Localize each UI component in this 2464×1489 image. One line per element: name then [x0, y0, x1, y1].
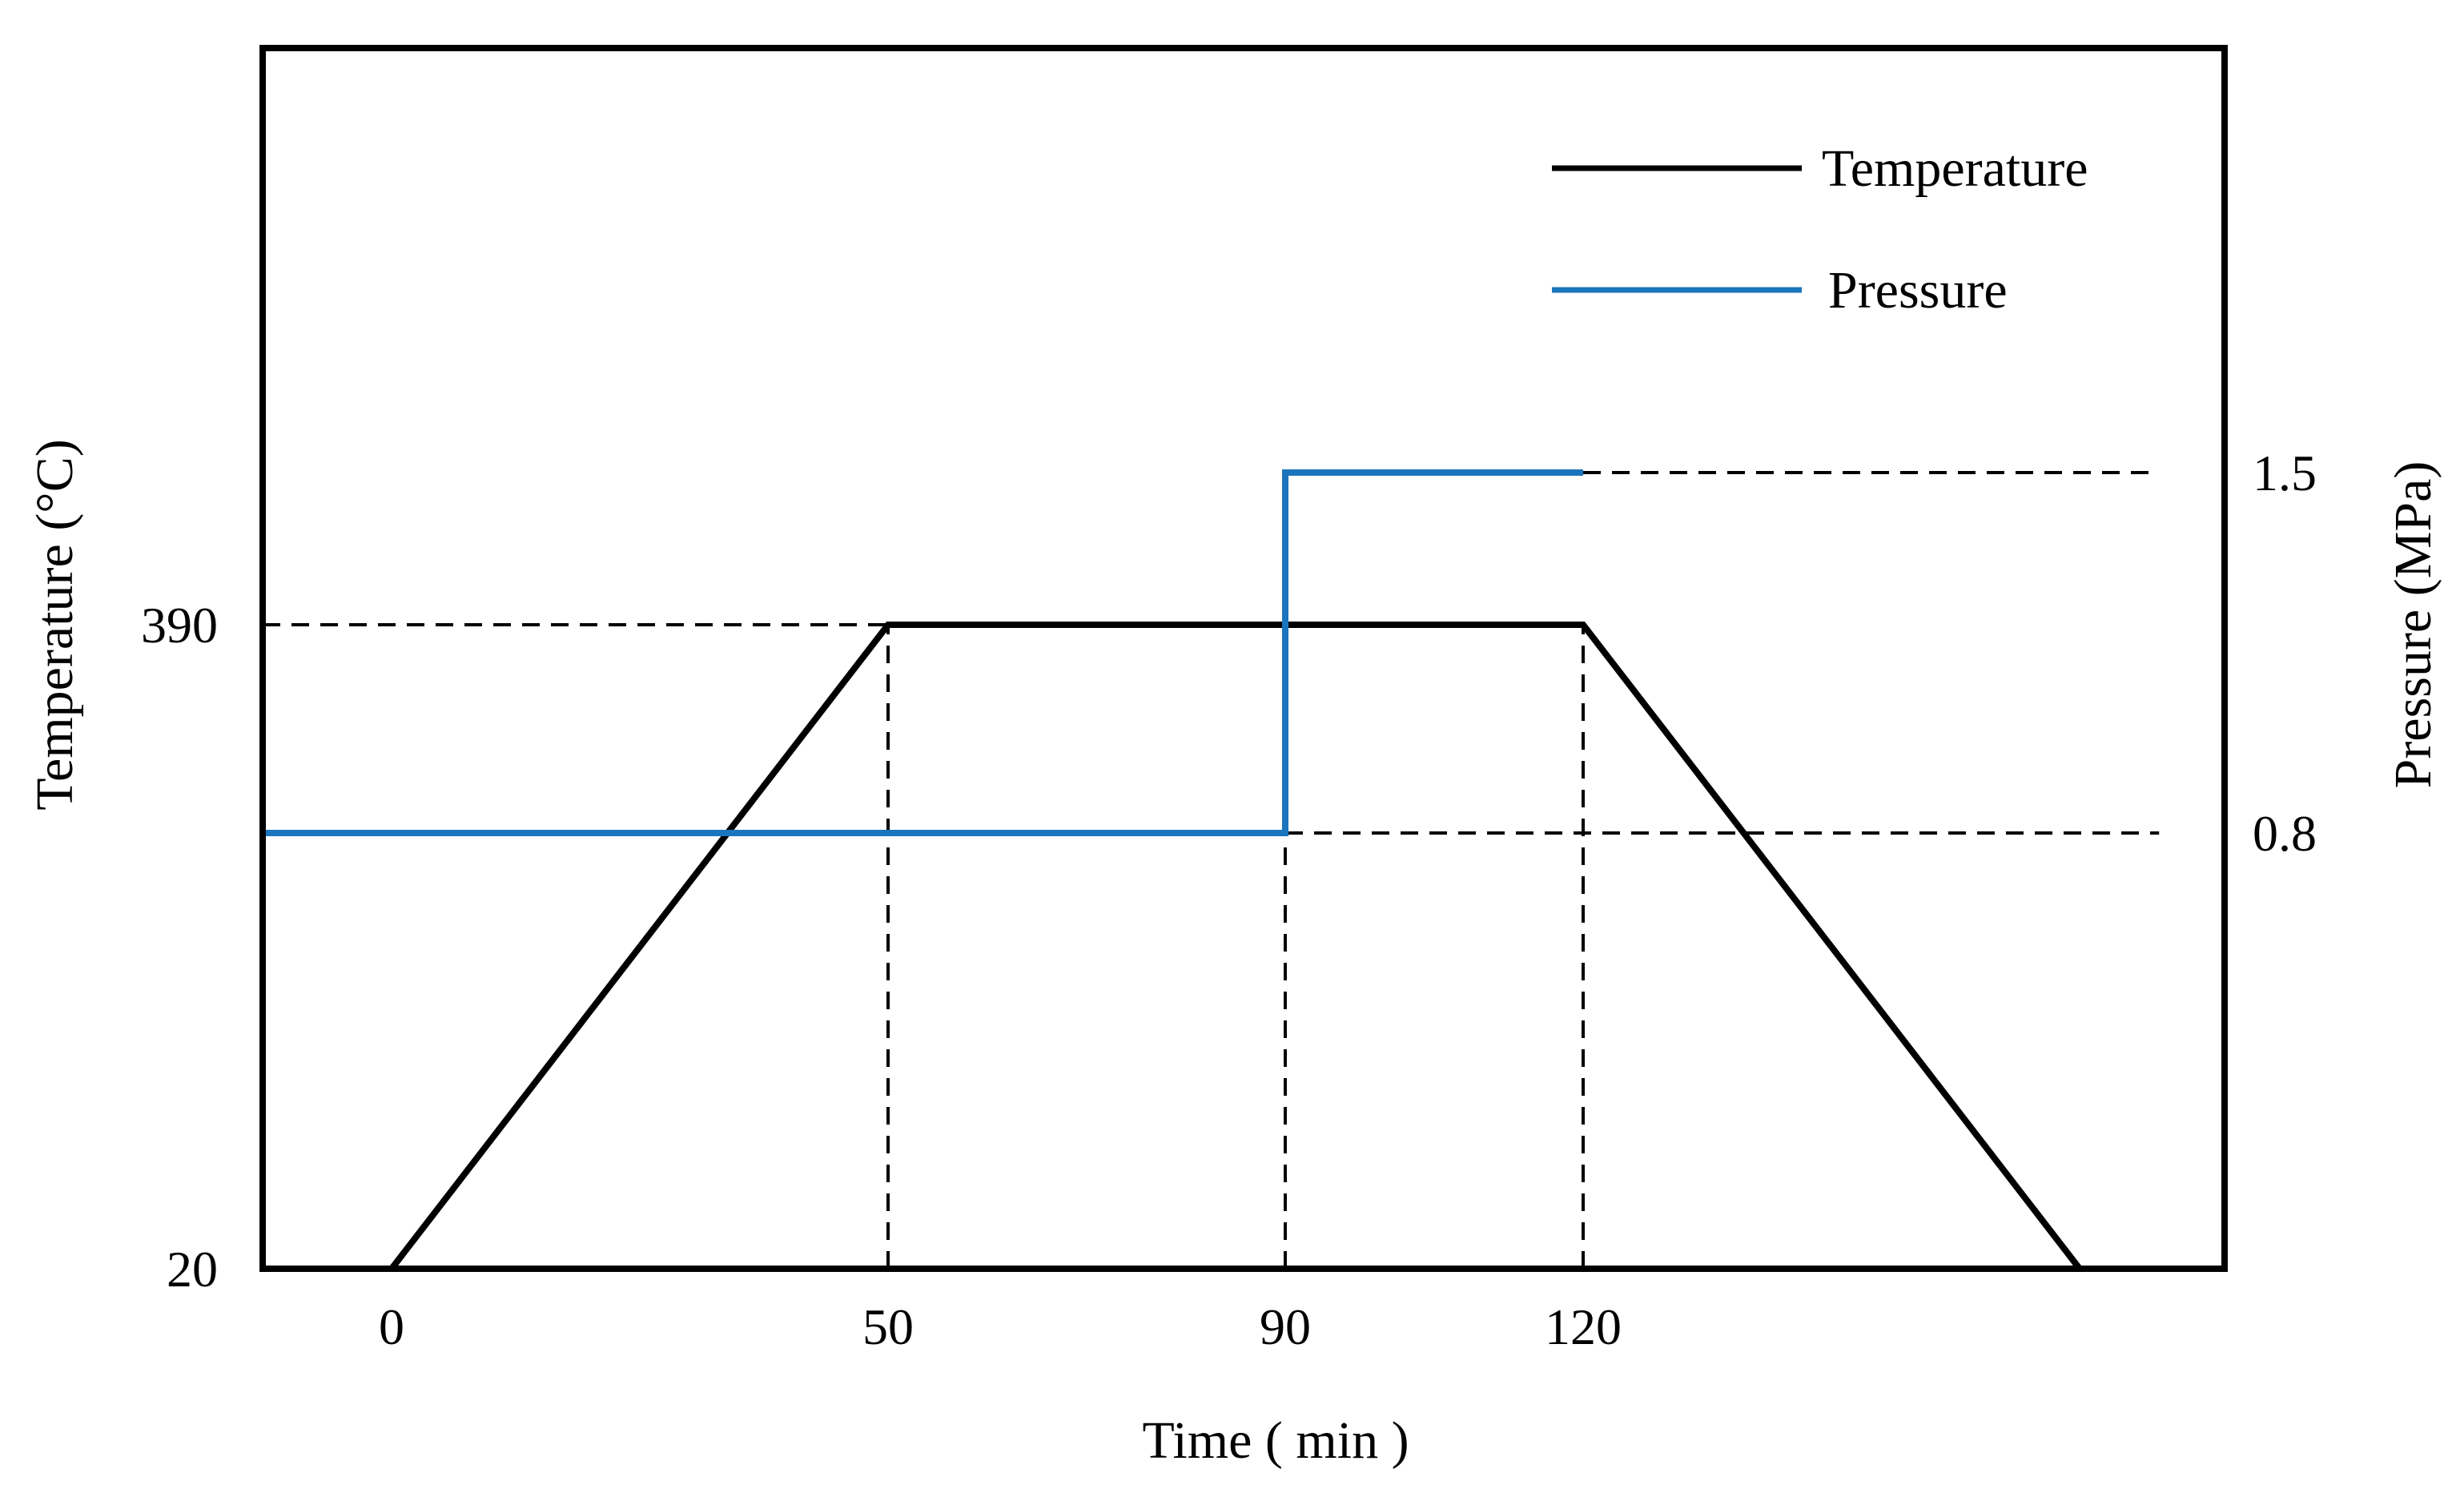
legend-label-temperature: Temperature	[1822, 139, 2088, 198]
tick-labels: 0 50 90 120 20 390 0.8 1.5	[141, 445, 2317, 1355]
series-line-temperature	[388, 622, 2083, 1271]
x-tick-label: 0	[379, 1298, 404, 1355]
plot-frame	[259, 45, 2228, 1272]
y2-tick-label: 1.5	[2253, 445, 2317, 501]
y-tick-label: 20	[167, 1241, 218, 1298]
y-axis-title: Temperature (°C)	[26, 439, 84, 810]
series-line-pressure	[263, 469, 1583, 836]
reference-lines	[263, 471, 2160, 1269]
y2-axis-title: Pressure (MPa)	[2384, 461, 2442, 789]
legend: Temperature Pressure	[1552, 139, 2088, 320]
x-tick-label: 120	[1545, 1298, 1622, 1355]
y-tick-label: 390	[141, 597, 218, 654]
x-axis-title: Time ( min )	[1142, 1411, 1409, 1470]
y2-tick-label: 0.8	[2253, 805, 2317, 862]
x-tick-label: 50	[862, 1298, 914, 1355]
series-lines	[263, 469, 2083, 1271]
x-tick-label: 90	[1260, 1298, 1311, 1355]
legend-label-pressure: Pressure	[1828, 261, 2008, 320]
